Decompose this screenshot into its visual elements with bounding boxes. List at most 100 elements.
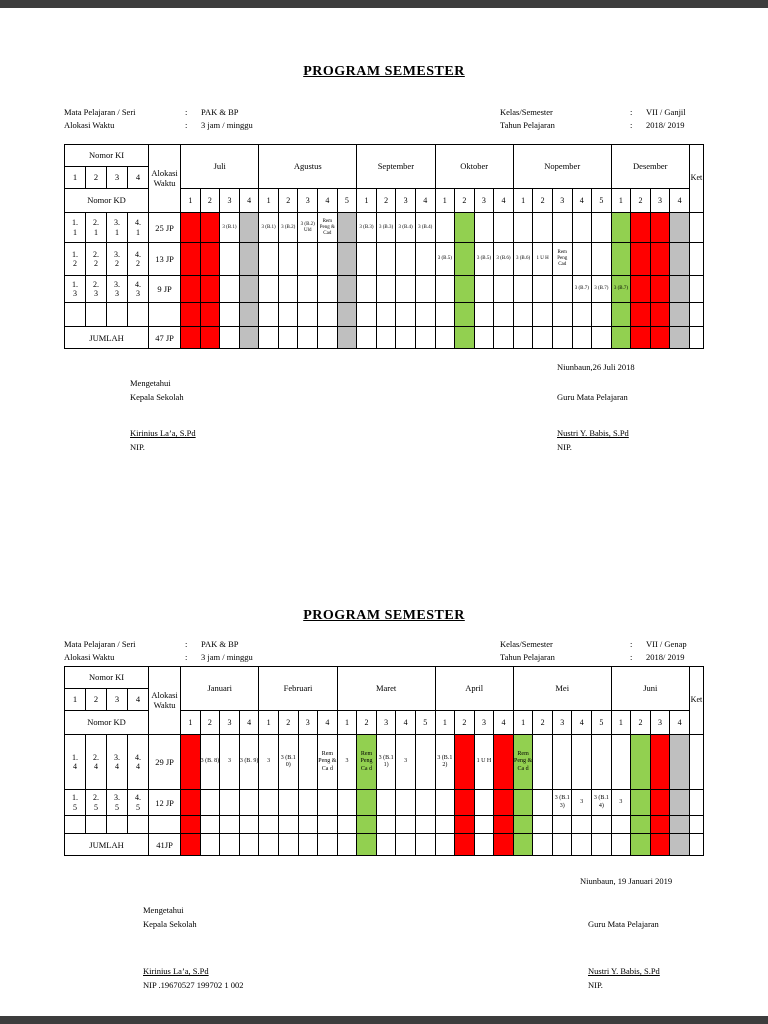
- week-cell: [649, 815, 671, 834]
- week-number: 3: [375, 710, 397, 735]
- jp-value: 9 JP: [148, 275, 182, 303]
- week-cell: [571, 326, 593, 349]
- week-number: 3: [649, 710, 671, 735]
- week-cell: [297, 815, 319, 834]
- week-cell: [375, 302, 397, 327]
- week-number: 4: [414, 188, 436, 213]
- info-row: Mata Pelajaran / Seri : PAK & BP Kelas/S…: [64, 638, 704, 651]
- tahun-value-2: 2018/ 2019: [646, 652, 685, 662]
- week-number: 5: [336, 188, 358, 213]
- week-cell: [649, 789, 671, 816]
- week-number: 1: [356, 188, 377, 213]
- week-number: 2: [277, 710, 299, 735]
- week-cell: 3 (B.1 2): [434, 734, 456, 790]
- nomor-ki-header: Nomor KI: [63, 144, 150, 167]
- month-header-juli: Juli: [180, 144, 260, 189]
- week-cell: [199, 302, 221, 327]
- week-cell: 3: [336, 734, 358, 790]
- week-cell: [375, 326, 397, 349]
- week-cell: 3 (B.6): [493, 242, 514, 276]
- kd-number: 1. 4: [63, 734, 87, 790]
- week-cell: [630, 302, 651, 327]
- week-cell: [551, 302, 573, 327]
- month-header-agustus: Agustus: [258, 144, 358, 189]
- week-cell: [375, 815, 397, 834]
- guru-nip-2: NIP.: [588, 980, 603, 990]
- kd-number: 4. 3: [127, 275, 150, 303]
- colon: :: [185, 120, 188, 130]
- guru-name-1: Nustri Y. Babis, S.Pd: [557, 428, 629, 438]
- week-cell: [356, 815, 377, 834]
- week-cell: [512, 212, 534, 243]
- month-header-mei: Mei: [512, 666, 612, 711]
- week-number: 1: [258, 188, 279, 213]
- tahun-label-2: Tahun Pelajaran: [500, 652, 555, 662]
- week-cell: [238, 275, 260, 303]
- kd-number: [127, 302, 150, 327]
- week-cell: [219, 789, 240, 816]
- ki-number: 2: [85, 166, 108, 189]
- week-cell: [512, 815, 534, 834]
- week-cell: [336, 833, 358, 856]
- week-cell: [551, 815, 573, 834]
- week-cell: [669, 212, 690, 243]
- week-cell: [199, 275, 221, 303]
- ket-cell: [688, 833, 705, 856]
- ki-number: 1: [63, 688, 87, 711]
- week-cell: [414, 833, 436, 856]
- week-cell: [277, 789, 299, 816]
- week-cell: [473, 302, 495, 327]
- week-cell: [317, 275, 338, 303]
- week-cell: [512, 275, 534, 303]
- week-cell: [669, 326, 690, 349]
- kd-number: 4. 2: [127, 242, 150, 276]
- nomor-kd-header: Nomor KD: [63, 188, 150, 213]
- week-cell: [317, 326, 338, 349]
- week-cell: [258, 789, 279, 816]
- week-cell: [532, 212, 553, 243]
- table-row: [63, 815, 705, 834]
- week-cell: 3 (B. 8): [199, 734, 221, 790]
- week-number: 3: [551, 710, 573, 735]
- week-number: 3: [219, 188, 240, 213]
- program-semester-table: Nomor KI Alokasi Waktu Juli Agustus Septembe…: [63, 144, 705, 349]
- week-number: 2: [630, 188, 651, 213]
- week-cell: [551, 833, 573, 856]
- signature-date-2: Niunbaun, 19 Januari 2019: [580, 876, 673, 886]
- week-number: 4: [317, 188, 338, 213]
- week-cell: [571, 212, 593, 243]
- kd-number: 1. 5: [63, 789, 87, 816]
- week-cell: [258, 242, 279, 276]
- week-cell: [258, 326, 279, 349]
- week-cell: [277, 302, 299, 327]
- week-cell: [630, 833, 651, 856]
- week-cell: [454, 242, 475, 276]
- colon: :: [185, 107, 188, 117]
- week-cell: [277, 833, 299, 856]
- tahun-value-1: 2018/ 2019: [646, 120, 685, 130]
- week-cell: [434, 326, 456, 349]
- week-cell: [669, 789, 690, 816]
- week-cell: [199, 833, 221, 856]
- week-cell: 3 (B. 9): [238, 734, 260, 790]
- kd-number: 3. 2: [106, 242, 129, 276]
- week-cell: [532, 833, 553, 856]
- week-cell: [199, 789, 221, 816]
- week-cell: 3 (B.7): [610, 275, 632, 303]
- jp-value: 29 JP: [148, 734, 182, 790]
- week-cell: [238, 815, 260, 834]
- week-cell: [649, 734, 671, 790]
- week-number: 2: [454, 188, 475, 213]
- week-cell: [454, 326, 475, 349]
- week-cell: [532, 734, 553, 790]
- week-cell: [414, 302, 436, 327]
- guru-label-1: Guru Mata Pelajaran: [557, 392, 628, 402]
- week-cell: [238, 833, 260, 856]
- month-header-desember: Desember: [610, 144, 690, 189]
- week-number: 1: [258, 710, 279, 735]
- week-number: 1: [336, 710, 358, 735]
- week-cell: 3 (B.1): [219, 212, 240, 243]
- week-cell: [649, 833, 671, 856]
- table-row: 1. 1 2. 1 3. 1 4. 1 25 JP 3 (B.1) 3 (B.1) 3 (B.…: [63, 212, 705, 243]
- jumlah-label: JUMLAH: [63, 326, 150, 349]
